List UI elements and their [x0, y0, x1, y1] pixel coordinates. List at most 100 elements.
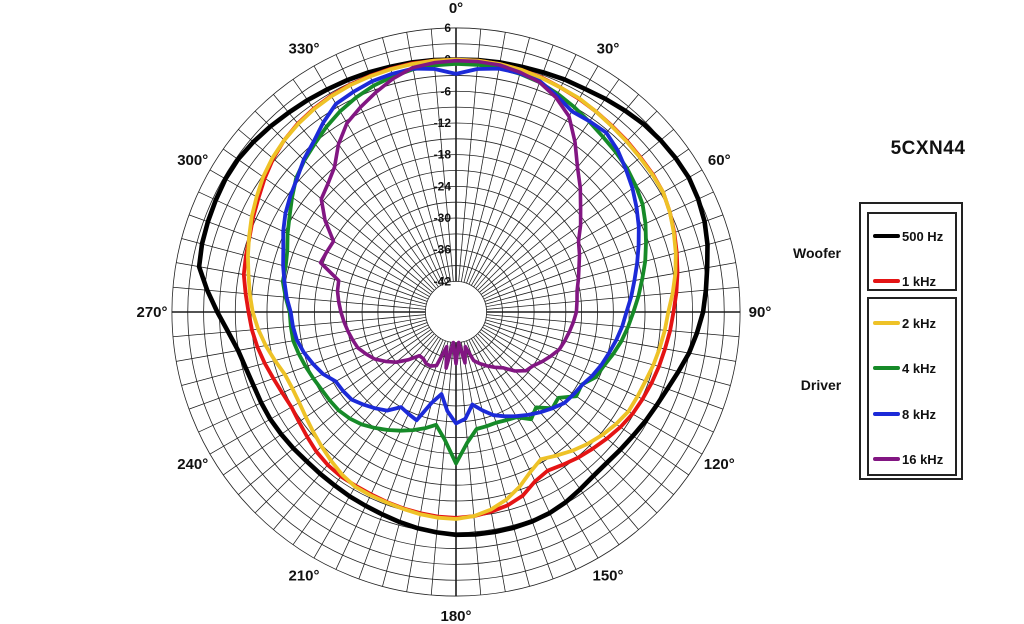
angle-label: 120°: [704, 456, 735, 473]
legend-swatch: [873, 279, 900, 283]
grid-spoke: [335, 339, 444, 570]
grid-spoke: [485, 238, 731, 305]
grid-spoke: [382, 341, 449, 587]
legend-label: 2 kHz: [902, 315, 936, 331]
series-2-khz: [245, 57, 678, 521]
grid-ring: [425, 281, 487, 343]
grid-spoke: [335, 54, 444, 285]
legend-swatch: [873, 457, 900, 461]
grid-spoke: [181, 238, 427, 305]
driver-group-label: Driver: [800, 377, 842, 393]
legend-label: 1 kHz: [902, 273, 936, 289]
angle-label: 300°: [177, 152, 208, 169]
angle-label: 270°: [136, 304, 167, 321]
radial-axis-label: -24: [434, 179, 452, 193]
grid-spoke: [292, 79, 439, 288]
legend-swatch: [873, 234, 900, 238]
grid-spoke: [486, 262, 736, 308]
grid-spoke: [292, 336, 439, 545]
angle-label: 240°: [177, 456, 208, 473]
grid-spoke: [463, 37, 530, 283]
grid-spoke: [273, 335, 437, 530]
legend-item-2-khz: 2 kHz: [869, 313, 955, 333]
grid-spoke: [463, 341, 530, 587]
grid-spoke: [466, 44, 554, 284]
grid-spoke: [188, 214, 428, 302]
grid-spoke: [470, 338, 599, 559]
angle-label: 60°: [708, 152, 731, 169]
grid-spoke: [430, 28, 454, 282]
grid-spoke: [209, 326, 430, 455]
legend-group-driver: 2 kHz 4 kHz 8 kHz 16 kHz: [867, 297, 957, 476]
series-8-khz: [281, 66, 641, 426]
angle-label: 0°: [449, 0, 463, 17]
grid-spoke: [473, 79, 620, 288]
angle-label: 210°: [288, 567, 319, 584]
angle-label: 30°: [597, 41, 620, 58]
grid-spoke: [470, 65, 599, 286]
legend-label: 500 Hz: [902, 228, 944, 244]
radial-axis-label: -42: [434, 274, 452, 288]
grid-spoke: [198, 191, 429, 300]
grid-spoke: [358, 340, 446, 580]
grid-spoke: [460, 342, 506, 592]
radial-axis-label: -6: [440, 84, 451, 98]
grid-spoke: [313, 338, 442, 559]
radial-axis-label: -12: [434, 116, 452, 130]
radial-axis-label: -30: [434, 211, 452, 225]
grid-spoke: [458, 342, 482, 596]
angle-label: 330°: [288, 41, 319, 58]
grid-spoke: [486, 316, 736, 362]
woofer-group-label: Woofer: [793, 245, 841, 261]
legend-label: 4 kHz: [902, 360, 936, 376]
grid-spoke: [172, 314, 426, 338]
legend: 500 Hz 1 kHz 2 kHz 4 kHz 8 kHz 16 kHz: [859, 202, 963, 480]
legend-swatch: [873, 366, 900, 370]
grid-spoke: [484, 214, 724, 302]
legend-item-1-khz: 1 kHz: [869, 271, 955, 291]
grid-spoke: [480, 329, 689, 476]
grid-spoke: [486, 286, 740, 310]
legend-item-4-khz: 4 kHz: [869, 358, 955, 378]
grid-spoke: [477, 110, 658, 291]
series-500-hz: [196, 57, 710, 538]
angle-label: 150°: [592, 567, 623, 584]
grid-spoke: [254, 333, 435, 514]
grid-spoke: [477, 333, 658, 514]
grid-spoke: [273, 94, 437, 289]
series-16-khz: [318, 58, 583, 373]
legend-group-woofer: 500 Hz 1 kHz: [867, 212, 957, 291]
grid-spoke: [460, 32, 506, 282]
legend-label: 16 kHz: [902, 451, 944, 467]
grid-spoke: [483, 324, 714, 433]
legend-label: 8 kHz: [902, 406, 936, 422]
grid-spoke: [209, 169, 430, 298]
legend-swatch: [873, 321, 900, 325]
grid-spoke: [468, 339, 577, 570]
series-4-khz: [280, 61, 648, 466]
grid-spoke: [466, 340, 554, 580]
radial-axis-label: -18: [434, 148, 452, 162]
grid-spoke: [483, 191, 714, 300]
radial-axis-label: -36: [434, 243, 452, 257]
grid-spoke: [406, 32, 452, 282]
grid-spoke: [430, 342, 454, 596]
angle-label: 180°: [440, 608, 471, 624]
grid-spoke: [238, 129, 433, 293]
grid-spoke: [482, 326, 703, 455]
legend-swatch: [873, 412, 900, 416]
grid-spoke: [223, 329, 432, 476]
page-title: 5CXN44: [890, 138, 966, 159]
legend-item-500-hz: 500 Hz: [869, 226, 955, 246]
legend-item-16-khz: 16 kHz: [869, 449, 955, 469]
grid-spoke: [238, 331, 433, 495]
angle-label: 90°: [749, 304, 772, 321]
grid-spoke: [473, 336, 620, 545]
grid-spoke: [406, 342, 452, 592]
grid-spoke: [482, 169, 703, 298]
grid-spoke: [176, 262, 426, 308]
grid-spoke: [458, 28, 482, 282]
grid-spoke: [479, 331, 674, 495]
